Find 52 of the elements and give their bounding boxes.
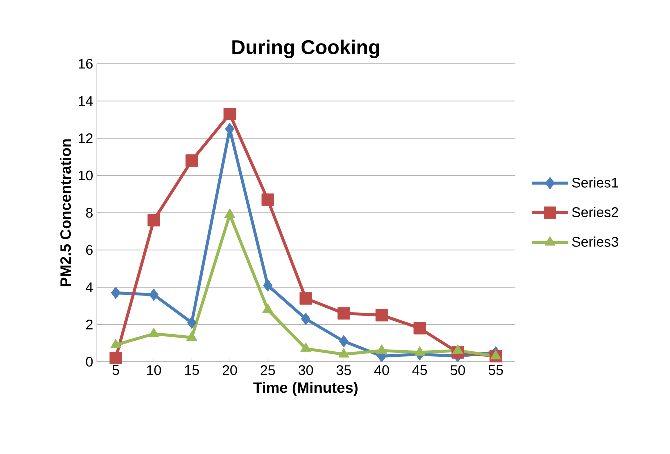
point xyxy=(300,342,312,352)
legend-label: Series1 xyxy=(572,178,618,188)
point xyxy=(262,304,274,314)
point xyxy=(376,344,388,354)
x-tick-label: 5 xyxy=(112,366,120,376)
point xyxy=(339,335,349,348)
y-tick-label: 4 xyxy=(86,282,94,292)
point xyxy=(149,288,159,302)
y-tick-label: 0 xyxy=(86,357,93,367)
point xyxy=(224,108,236,120)
point xyxy=(263,279,273,292)
point xyxy=(187,316,197,330)
legend-label: Series2 xyxy=(572,207,618,218)
x-tick-label: 30 xyxy=(298,365,314,376)
point xyxy=(110,338,122,348)
point xyxy=(414,322,426,335)
point xyxy=(414,346,426,356)
point xyxy=(224,208,236,218)
point xyxy=(110,352,122,364)
y-axis-title: PM2.5 Concentration xyxy=(60,140,72,286)
y-tick-label: 14 xyxy=(79,96,94,106)
y-tick-label: 12 xyxy=(79,134,93,144)
point xyxy=(148,214,160,227)
point xyxy=(301,312,311,326)
point xyxy=(186,154,198,168)
point xyxy=(300,292,312,305)
x-tick-label: 55 xyxy=(488,366,504,376)
x-axis-title: Time (Minutes) xyxy=(254,382,358,396)
y-tick-label: 8 xyxy=(86,208,93,218)
x-tick-label: 40 xyxy=(374,365,390,376)
y-tick-label: 10 xyxy=(79,170,93,181)
y-tick-label: 2 xyxy=(86,320,93,330)
y-tick-label: 6 xyxy=(86,245,93,256)
point xyxy=(376,309,388,322)
point xyxy=(490,350,502,360)
x-tick-label: 15 xyxy=(185,366,200,376)
point xyxy=(338,307,350,320)
chart-title: During Cooking xyxy=(232,40,380,58)
point xyxy=(186,332,198,342)
x-tick-label: 10 xyxy=(147,365,162,376)
x-tick-label: 20 xyxy=(222,365,238,376)
x-tick-label: 50 xyxy=(450,365,466,376)
x-tick-label: 25 xyxy=(260,365,276,376)
x-tick-label: 45 xyxy=(412,366,428,376)
point xyxy=(148,328,160,338)
point xyxy=(452,344,464,354)
point xyxy=(111,286,121,300)
y-tick-label: 16 xyxy=(79,59,93,69)
x-tick-label: 35 xyxy=(336,365,352,376)
point xyxy=(262,194,274,206)
legend-label: Series3 xyxy=(572,236,618,248)
point xyxy=(338,348,350,358)
